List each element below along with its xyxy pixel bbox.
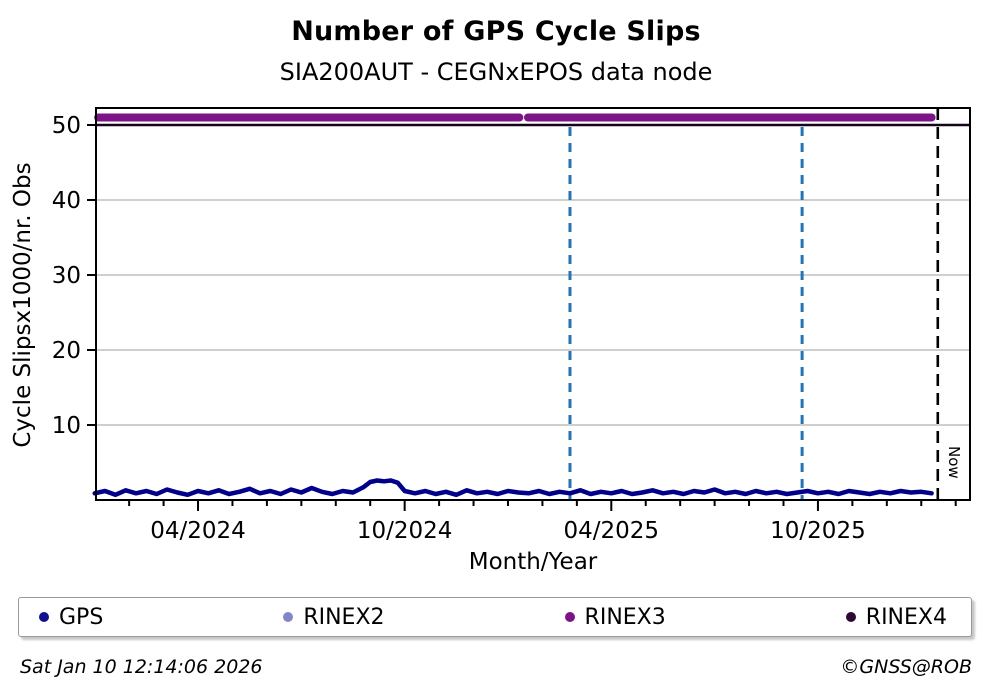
chart-subtitle: SIA200AUT - CEGNxEPOS data node bbox=[279, 58, 713, 86]
copyright-credit: ©GNSS@ROB bbox=[840, 656, 972, 678]
legend-label: GPS bbox=[59, 604, 104, 630]
legend-dot-rinex3 bbox=[564, 612, 575, 622]
x-tick-label: 04/2024 bbox=[150, 518, 246, 544]
legend-label: RINEX2 bbox=[303, 604, 385, 630]
legend-label: RINEX4 bbox=[865, 604, 947, 630]
legend-dot-rinex2 bbox=[283, 612, 294, 622]
y-tick-label: 20 bbox=[52, 338, 81, 364]
x-tick-label: 04/2025 bbox=[564, 518, 660, 544]
plot-border bbox=[95, 107, 971, 501]
legend-item-gps: GPS bbox=[39, 605, 103, 630]
legend-item-rinex4: RINEX4 bbox=[845, 604, 947, 630]
y-tick-label: 10 bbox=[52, 413, 81, 439]
x-tick-label: 10/2025 bbox=[770, 518, 866, 544]
plot-area: 04/2024 10/2024 04/2025 10/2025 10 20 30 40 50 bbox=[52, 107, 971, 544]
gps-series-line bbox=[92, 478, 934, 498]
now-line-label: Now bbox=[945, 446, 963, 479]
legend-item-rinex2: RINEX2 bbox=[283, 604, 385, 630]
y-tick-label: 30 bbox=[52, 263, 81, 289]
x-tick-label: 10/2024 bbox=[357, 518, 453, 544]
legend-item-rinex3: RINEX3 bbox=[564, 604, 666, 630]
plot-timestamp: Sat Jan 10 12:14:06 2026 bbox=[20, 656, 263, 678]
y-tick-label: 40 bbox=[52, 188, 81, 214]
legend-dot-gps bbox=[39, 612, 49, 622]
y-tick-label: 50 bbox=[52, 113, 81, 139]
x-axis-label: Month/Year bbox=[468, 549, 598, 575]
legend-label: RINEX3 bbox=[584, 604, 666, 630]
chart-title: Number of GPS Cycle Slips bbox=[291, 16, 701, 47]
legend: GPS RINEX2 RINEX3 RINEX4 bbox=[18, 597, 972, 637]
legend-dot-rinex4 bbox=[845, 612, 856, 622]
